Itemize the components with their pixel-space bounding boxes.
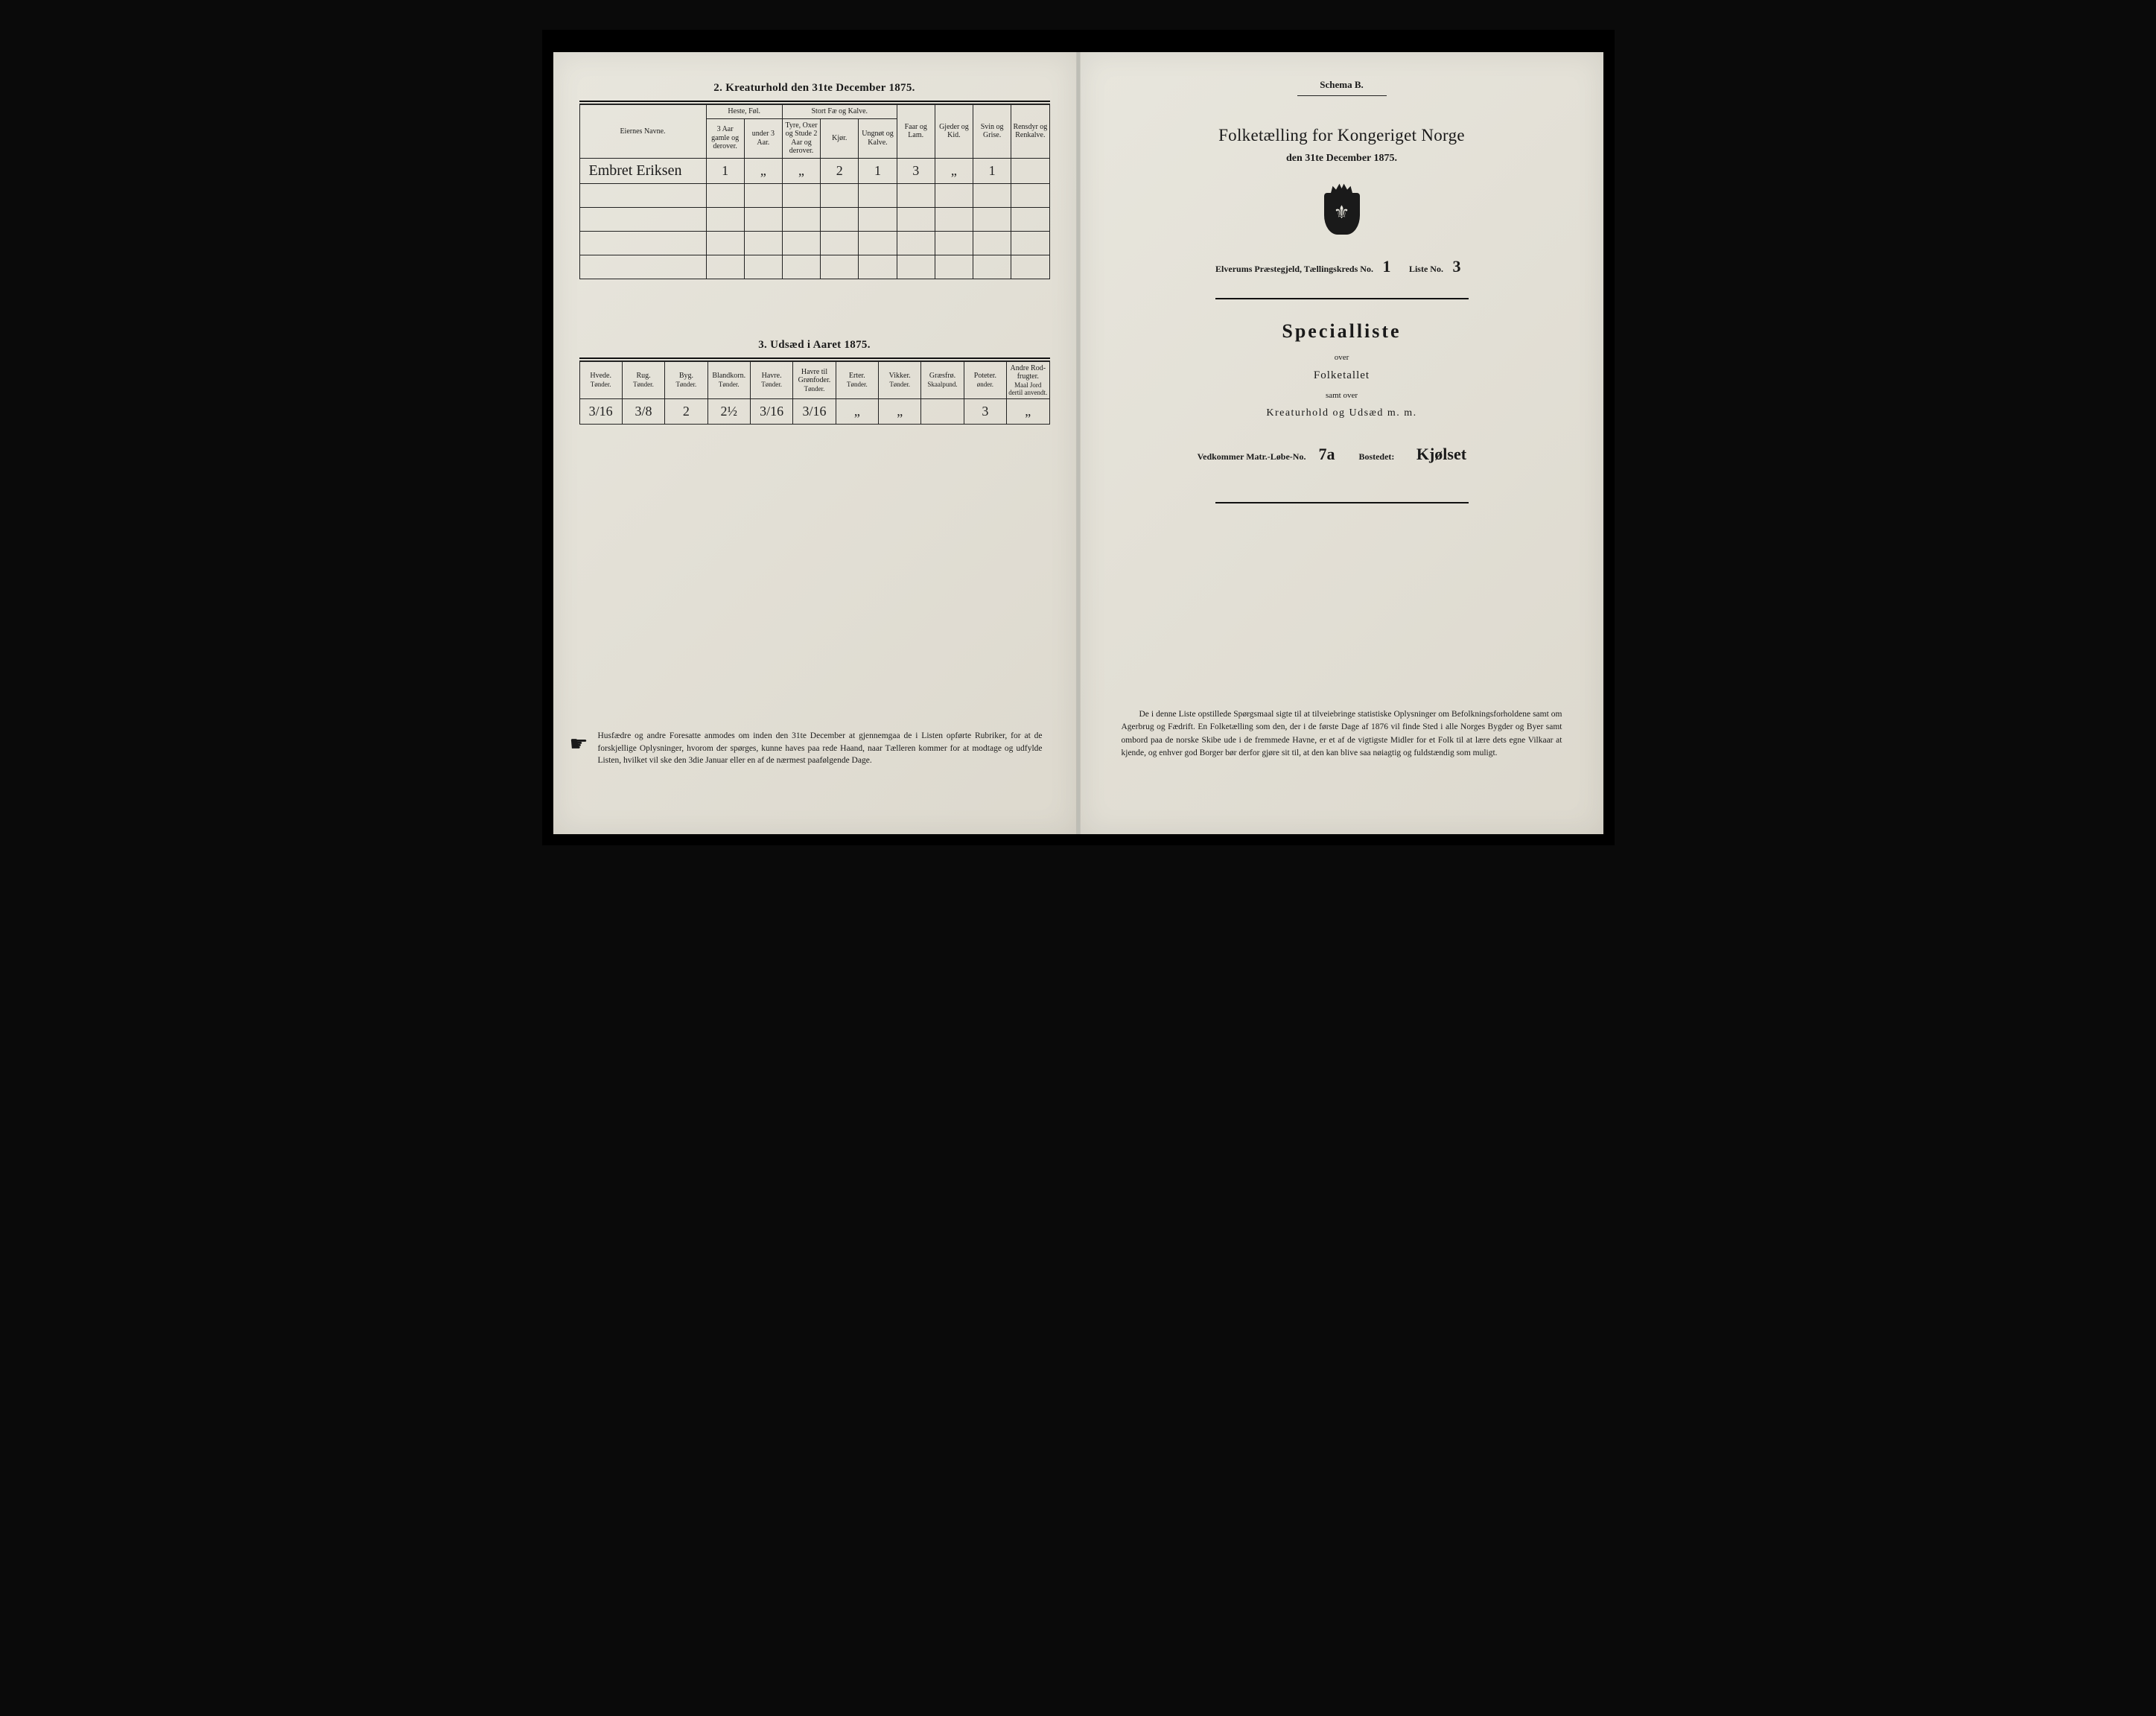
section-2-title: 2. Kreaturhold den 31te December 1875. xyxy=(579,82,1050,95)
matr-no: 7a xyxy=(1308,445,1345,465)
col: Havre.Tønder. xyxy=(750,361,792,399)
col: Hvede.Tønder. xyxy=(579,361,622,399)
table-row xyxy=(579,231,1049,255)
left-footnote: ☛ Husfædre og andre Foresatte anmodes om… xyxy=(598,730,1043,767)
col-stort-3: Ungnøt og Kalve. xyxy=(859,118,897,158)
folketallet-label: Folketallet xyxy=(1107,369,1577,382)
rule xyxy=(1297,95,1387,96)
footnote-text: Husfædre og andre Foresatte anmodes om i… xyxy=(598,731,1043,765)
page-spread: 2. Kreaturhold den 31te December 1875. E… xyxy=(553,52,1603,834)
cell: „ xyxy=(935,158,973,183)
cell xyxy=(921,399,964,425)
col: Erter.Tønder. xyxy=(836,361,878,399)
cell: „ xyxy=(879,399,921,425)
header-row: Hvede.Tønder. Rug.Tønder. Byg.Tønder. Bl… xyxy=(579,361,1049,399)
table-row xyxy=(579,207,1049,231)
col-gjeder: Gjeder og Kid. xyxy=(935,105,973,159)
rule xyxy=(1215,502,1469,503)
col-heste-2: under 3 Aar. xyxy=(744,118,782,158)
col: Græsfrø.Skaalpund. xyxy=(921,361,964,399)
col-stort-2: Kjør. xyxy=(821,118,859,158)
colgroup-stort: Stort Fæ og Kalve. xyxy=(782,105,897,119)
cell: „ xyxy=(836,399,878,425)
table-row: Embret Eriksen 1 „ „ 2 1 3 „ 1 xyxy=(579,158,1049,183)
col-heste-1: 3 Aar gamle og derover. xyxy=(706,118,744,158)
liste-label: Liste No. xyxy=(1409,264,1443,274)
right-page: Schema B. Folketælling for Kongeriget No… xyxy=(1080,52,1603,834)
parish-line: Elverums Præstegjeld, Tællingskreds No. … xyxy=(1107,257,1577,277)
cell: 1 xyxy=(973,158,1011,183)
samt-over-label: samt over xyxy=(1107,391,1577,400)
liste-no: 3 xyxy=(1446,257,1468,277)
col: Havre til Grønfoder.Tønder. xyxy=(793,361,836,399)
over-label: over xyxy=(1107,353,1577,362)
kreaturhold-table: Eiernes Navne. Heste, Føl. Stort Fæ og K… xyxy=(579,104,1050,279)
table-row xyxy=(579,255,1049,279)
col: Vikker.Tønder. xyxy=(879,361,921,399)
cell: „ xyxy=(782,158,820,183)
cell: 1 xyxy=(859,158,897,183)
cell: 2½ xyxy=(707,399,750,425)
cell: 1 xyxy=(706,158,744,183)
matr-label: Vedkommer Matr.-Løbe-No. xyxy=(1198,451,1306,462)
bostedet-label: Bostedet: xyxy=(1358,451,1394,462)
cell: 3 xyxy=(897,158,935,183)
parish-label: Elverums Præstegjeld, Tællingskreds No. xyxy=(1215,264,1373,274)
cell: 2 xyxy=(665,399,707,425)
cell: 3/16 xyxy=(793,399,836,425)
table-row xyxy=(579,183,1049,207)
cell: 3 xyxy=(964,399,1006,425)
cell: 3/8 xyxy=(622,399,664,425)
rule xyxy=(1215,298,1469,299)
census-date: den 31te December 1875. xyxy=(1107,153,1577,165)
col-stort-1: Tyre, Oxer og Stude 2 Aar og derover. xyxy=(782,118,820,158)
coat-of-arms-icon: ⚜ xyxy=(1320,182,1364,239)
colgroup-heste: Heste, Føl. xyxy=(706,105,782,119)
col: Rug.Tønder. xyxy=(622,361,664,399)
col-owner: Eiernes Navne. xyxy=(579,105,706,159)
section-3-title: 3. Udsæd i Aaret 1875. xyxy=(579,339,1050,352)
col-rens: Rensdyr og Renkalve. xyxy=(1011,105,1049,159)
right-footnote: De i denne Liste opstillede Spørgsmaal s… xyxy=(1122,708,1562,760)
cell: „ xyxy=(1007,399,1049,425)
col: Byg.Tønder. xyxy=(665,361,707,399)
table-row: 3/16 3/8 2 2½ 3/16 3/16 „ „ 3 „ xyxy=(579,399,1049,425)
rule xyxy=(579,101,1050,102)
cell xyxy=(1011,158,1049,183)
owner-name: Embret Eriksen xyxy=(579,158,706,183)
kreds-no: 1 xyxy=(1376,257,1398,277)
pointing-hand-icon: ☛ xyxy=(570,730,588,760)
schema-label: Schema B. xyxy=(1107,79,1577,91)
col: Blandkorn.Tønder. xyxy=(707,361,750,399)
cell: 3/16 xyxy=(579,399,622,425)
col: Poteter.ønder. xyxy=(964,361,1006,399)
kreatur-label: Kreaturhold og Udsæd m. m. xyxy=(1107,407,1577,419)
col-faar: Faar og Lam. xyxy=(897,105,935,159)
col: Andre Rod-frugter.Maal Jord dertil anven… xyxy=(1007,361,1049,399)
left-page: 2. Kreaturhold den 31te December 1875. E… xyxy=(553,52,1077,834)
rule xyxy=(579,358,1050,359)
col-svin: Svin og Grise. xyxy=(973,105,1011,159)
scan-frame: 2. Kreaturhold den 31te December 1875. E… xyxy=(542,30,1615,845)
matr-line: Vedkommer Matr.-Løbe-No. 7a Bostedet: Kj… xyxy=(1107,445,1577,465)
cell: „ xyxy=(744,158,782,183)
bostedet-value: Kjølset xyxy=(1396,445,1486,465)
census-title: Folketælling for Kongeriget Norge xyxy=(1107,126,1577,145)
cell: 3/16 xyxy=(750,399,792,425)
specialliste-title: Specialliste xyxy=(1107,320,1577,343)
cell: 2 xyxy=(821,158,859,183)
udsaed-table: Hvede.Tønder. Rug.Tønder. Byg.Tønder. Bl… xyxy=(579,361,1050,425)
